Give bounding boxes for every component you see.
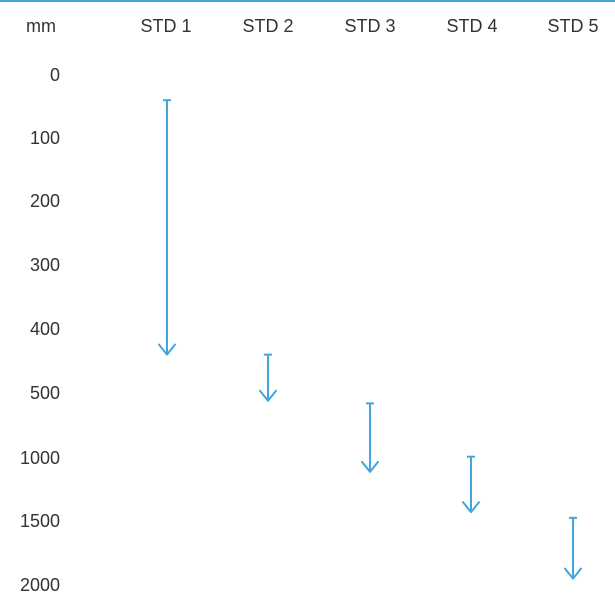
arrow-std-3 bbox=[361, 402, 379, 473]
top-rule bbox=[0, 0, 615, 2]
arrow-std-4-head bbox=[462, 501, 480, 514]
row-label-1500: 1500 bbox=[19, 511, 60, 531]
arrow-std-2-head bbox=[259, 389, 277, 402]
row-label-2000: 2000 bbox=[19, 575, 60, 595]
arrow-std-5-head bbox=[564, 567, 582, 580]
arrow-std-2 bbox=[259, 353, 277, 402]
row-label-0: 0 bbox=[49, 65, 60, 85]
arrow-std-5 bbox=[564, 516, 582, 580]
arrow-std-4 bbox=[462, 455, 480, 514]
column-label-std-5: STD 5 bbox=[547, 16, 599, 36]
arrow-std-1-head bbox=[158, 343, 176, 356]
row-label-300: 300 bbox=[29, 255, 60, 275]
row-label-400: 400 bbox=[29, 319, 60, 339]
arrow-std-3-head bbox=[361, 460, 379, 473]
row-label-100: 100 bbox=[29, 128, 60, 148]
row-label-500: 500 bbox=[29, 383, 60, 403]
column-label-std-4: STD 4 bbox=[446, 16, 498, 36]
row-label-1000: 1000 bbox=[19, 448, 60, 468]
unit-label: mm bbox=[26, 16, 56, 36]
column-label-std-1: STD 1 bbox=[140, 16, 192, 36]
row-label-200: 200 bbox=[29, 191, 60, 211]
column-label-std-3: STD 3 bbox=[344, 16, 396, 36]
column-label-std-2: STD 2 bbox=[242, 16, 294, 36]
arrow-std-1 bbox=[158, 99, 176, 356]
